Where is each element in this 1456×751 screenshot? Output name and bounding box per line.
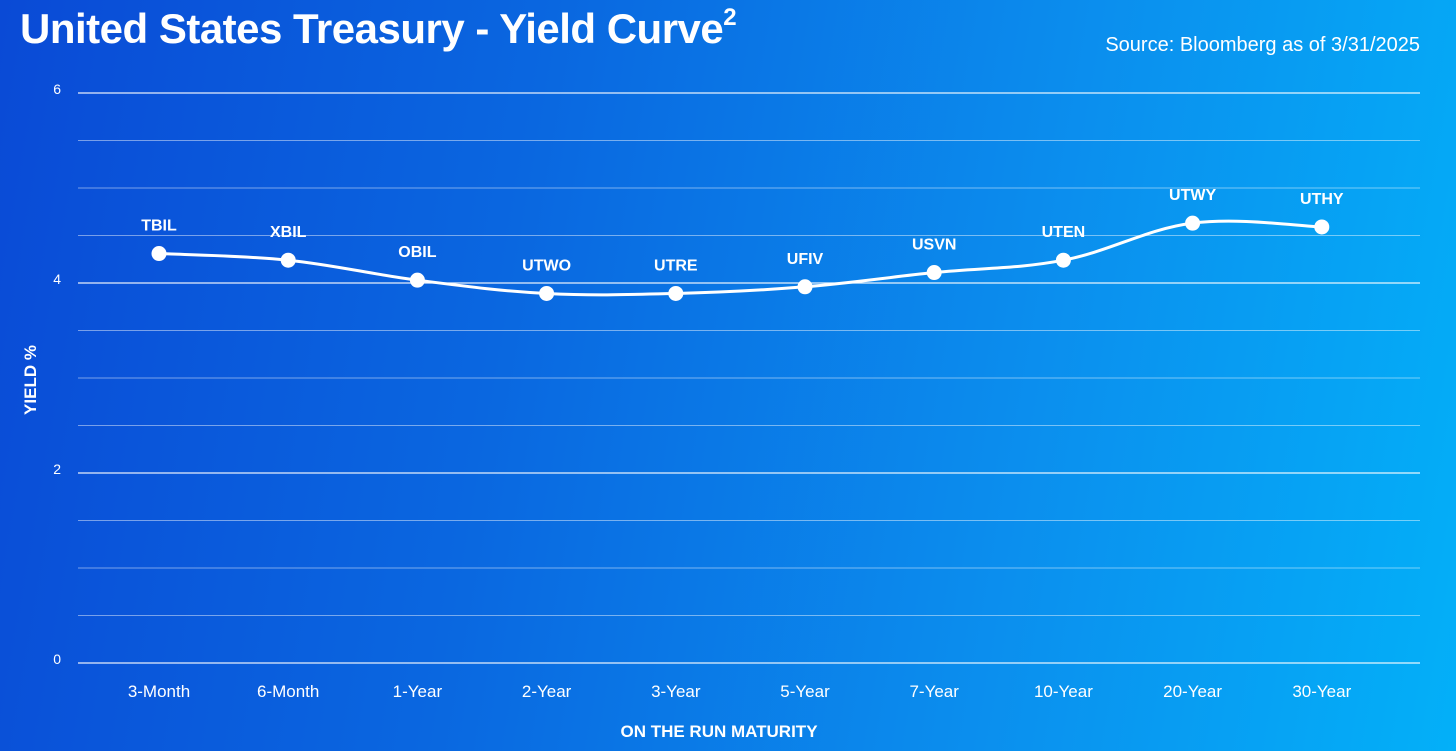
y-tick-label: 4 bbox=[53, 271, 61, 287]
data-point bbox=[539, 285, 555, 301]
data-points bbox=[151, 215, 1330, 301]
x-category-label: 3-Month bbox=[128, 682, 190, 701]
chart-title: United States Treasury - Yield Curve2 bbox=[20, 4, 737, 53]
data-point bbox=[1185, 215, 1201, 231]
x-category-label: 30-Year bbox=[1292, 682, 1351, 701]
y-axis-title: YIELD % bbox=[21, 345, 40, 415]
y-tick-label: 0 bbox=[53, 651, 61, 667]
point-label: XBIL bbox=[270, 224, 307, 241]
data-point bbox=[668, 285, 684, 301]
data-point bbox=[797, 279, 813, 295]
data-point bbox=[409, 272, 425, 288]
data-point bbox=[1314, 219, 1330, 235]
point-label: UTWY bbox=[1169, 187, 1216, 204]
x-axis-title: ON THE RUN MATURITY bbox=[620, 722, 818, 741]
source-note: Source: Bloomberg as of 3/31/2025 bbox=[1105, 34, 1420, 56]
x-category-label: 3-Year bbox=[651, 682, 701, 701]
title-superscript: 2 bbox=[723, 4, 737, 31]
point-labels: TBIL XBIL OBIL UTWO UTRE UFIV USVN UTEN UTWY UTHY bbox=[141, 187, 1344, 274]
data-point bbox=[926, 265, 942, 281]
data-point bbox=[280, 252, 296, 268]
x-axis-categories: 3-Month 6-Month 1-Year 2-Year 3-Year 5-Year 7-… bbox=[128, 682, 1352, 701]
yield-curve-line bbox=[158, 219, 1322, 297]
point-label: USVN bbox=[912, 237, 956, 254]
point-label: UTRE bbox=[654, 257, 698, 274]
data-point bbox=[151, 246, 167, 262]
data-point bbox=[1055, 252, 1071, 268]
x-category-label: 2-Year bbox=[522, 682, 572, 701]
x-category-label: 1-Year bbox=[393, 682, 443, 701]
y-tick-label: 2 bbox=[53, 461, 61, 477]
y-tick-label: 6 bbox=[53, 81, 61, 97]
point-label: UTHY bbox=[1300, 191, 1344, 208]
x-category-label: 20-Year bbox=[1163, 682, 1222, 701]
point-label: UTWO bbox=[522, 257, 571, 274]
point-label: UFIV bbox=[787, 251, 824, 268]
x-category-label: 6-Month bbox=[257, 682, 319, 701]
gridlines bbox=[78, 92, 1420, 664]
point-label: OBIL bbox=[398, 244, 436, 261]
y-axis-ticks: 0 2 4 6 bbox=[53, 81, 61, 667]
point-label: TBIL bbox=[141, 218, 177, 235]
x-category-label: 7-Year bbox=[909, 682, 959, 701]
point-label: UTEN bbox=[1042, 224, 1086, 241]
x-category-label: 5-Year bbox=[780, 682, 830, 701]
x-category-label: 10-Year bbox=[1034, 682, 1093, 701]
chart-title-text: United States Treasury - Yield Curve bbox=[20, 5, 724, 52]
